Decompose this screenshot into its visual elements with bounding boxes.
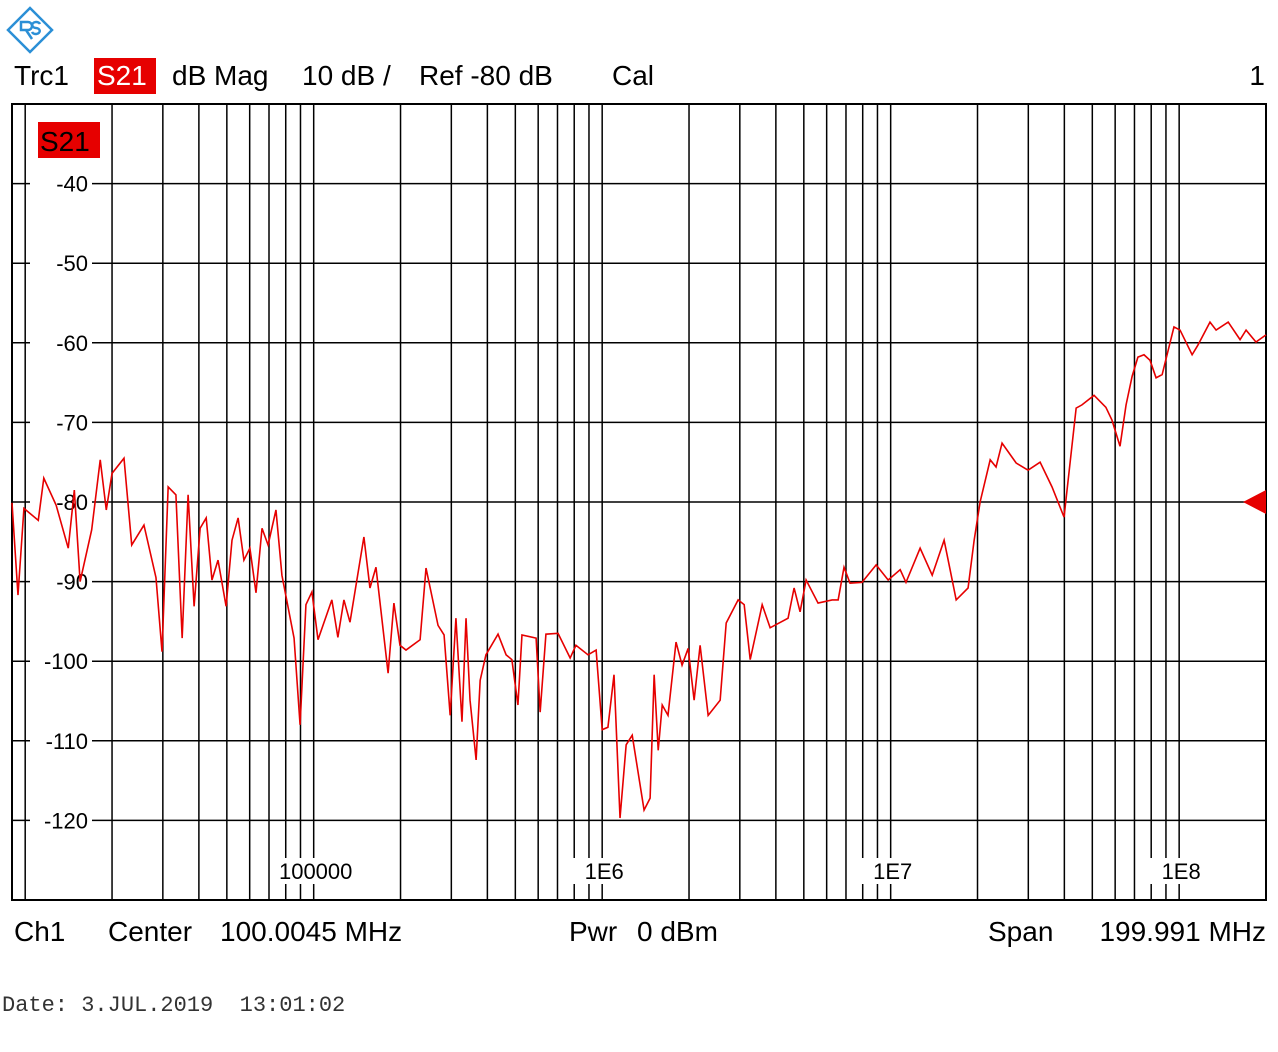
date: Date: 3.JUL.2019 13:01:02 [2, 993, 345, 1018]
y-tick-label-bg [30, 329, 92, 356]
y-tick-label: -90 [56, 570, 88, 595]
trace-label: Trc1 [14, 60, 69, 91]
power-label: Pwr [569, 916, 617, 947]
y-tick-label: -120 [44, 808, 88, 833]
reference-marker [1243, 490, 1266, 514]
window-number: 1 [1249, 60, 1265, 91]
scale: 10 dB / [302, 60, 391, 91]
span-label: Span [988, 916, 1053, 947]
power-value: 0 dBm [637, 916, 718, 947]
y-tick-label: -70 [56, 410, 88, 435]
center-value: 100.0045 MHz [220, 916, 402, 947]
y-tick-label-bg [30, 170, 92, 197]
y-tick-label: -110 [46, 729, 88, 754]
x-tick-label-bg [1139, 858, 1220, 884]
y-tick-label-bg [30, 807, 92, 834]
x-tick-label-bg [562, 858, 643, 884]
y-tick-label-bg [30, 409, 92, 436]
logo [6, 6, 54, 54]
legend-badge [38, 122, 100, 158]
legend-label: S21 [40, 126, 90, 157]
y-tick-label: -60 [56, 331, 88, 356]
parameter: S21 [97, 60, 147, 91]
center-label: Center [108, 916, 192, 947]
x-tick-label: 100000 [279, 859, 352, 884]
channel: Ch1 [14, 916, 65, 947]
x-tick-label-bg [273, 858, 354, 884]
x-tick-label: 1E7 [873, 859, 912, 884]
y-tick-label: -40 [56, 172, 88, 197]
reference: Ref -80 dB [419, 60, 553, 91]
x-tick-label: 1E6 [585, 859, 624, 884]
y-tick-label-bg [30, 727, 92, 754]
y-tick-label-bg [30, 648, 92, 675]
calibration: Cal [612, 60, 654, 91]
format: dB Mag [172, 60, 269, 91]
parameter-badge [94, 58, 156, 94]
span-value: 199.991 MHz [1099, 916, 1266, 947]
y-tick-label: -50 [56, 251, 88, 276]
x-tick-label: 1E8 [1162, 859, 1201, 884]
x-tick-label-bg [850, 858, 931, 884]
y-tick-label: -100 [44, 649, 88, 674]
trace-line [11, 320, 1267, 819]
y-tick-label-bg [30, 250, 92, 277]
